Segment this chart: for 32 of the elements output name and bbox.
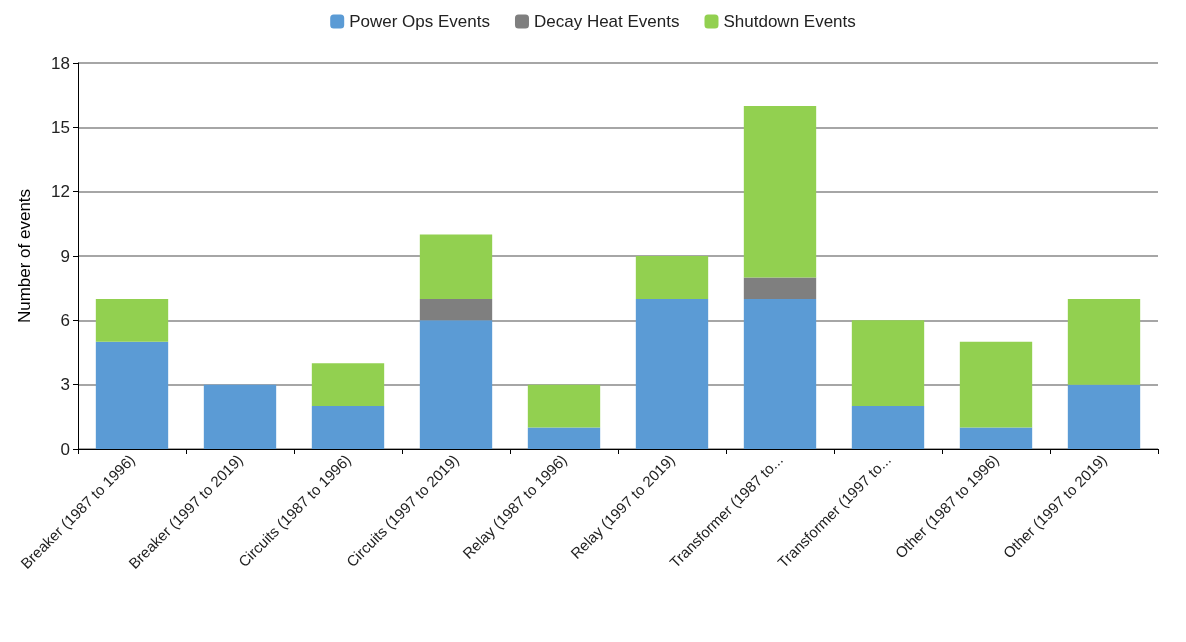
y-tick-label: 12: [51, 182, 70, 202]
y-tick-label: 15: [51, 117, 70, 137]
y-tick-label: 18: [51, 53, 70, 73]
y-tick-label: 6: [60, 310, 70, 330]
bar: [959, 341, 1033, 428]
bar: [743, 277, 817, 299]
legend-label: Shutdown Events: [723, 12, 856, 31]
bar: [1067, 384, 1141, 449]
bar: [311, 406, 385, 449]
bar: [635, 256, 709, 299]
bar: [743, 105, 817, 278]
legend-label: Decay Heat Events: [533, 12, 680, 31]
bar: [311, 363, 385, 407]
bar: [95, 298, 169, 342]
y-tick-label: 9: [60, 246, 70, 266]
bar: [851, 320, 925, 407]
bar: [419, 298, 493, 321]
bar: [1067, 298, 1141, 385]
bar: [203, 384, 277, 449]
bar: [635, 298, 709, 449]
bar: [527, 427, 601, 449]
bar: [527, 384, 601, 428]
bar: [743, 298, 817, 449]
bar: [419, 234, 493, 299]
bar: [95, 341, 169, 449]
bar: [419, 320, 493, 449]
y-tick-label: 3: [60, 375, 70, 395]
y-tick-label: 0: [60, 439, 70, 459]
bar: [959, 427, 1033, 449]
legend-label: Power Ops Events: [349, 12, 490, 31]
y-axis-title: Number of events: [15, 188, 34, 324]
bar: [851, 406, 925, 449]
